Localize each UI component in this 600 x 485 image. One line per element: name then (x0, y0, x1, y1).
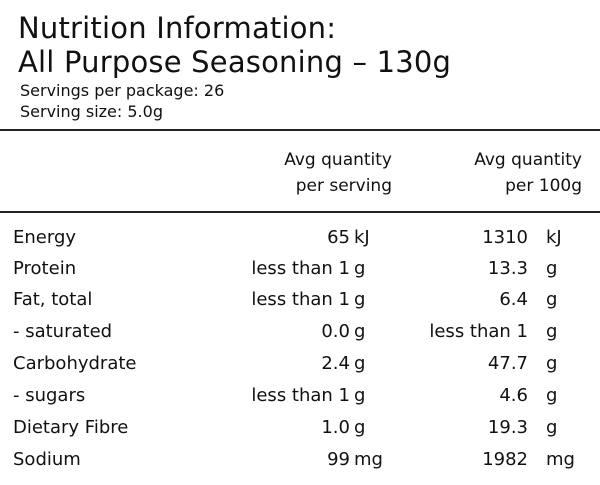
per-serving-unit: g (354, 289, 366, 310)
nutrient-row-fat-total: Fat, total less than 1 g 6.4 g (0, 284, 600, 316)
nutrient-row-carbohydrate: Carbohydrate 2.4 g 47.7 g (0, 348, 600, 380)
serving-size: Serving size: 5.0g (20, 102, 163, 121)
nutrient-name: Energy (13, 227, 77, 248)
per-100g-value: 19.3 (487, 417, 528, 438)
per-serving-value: 2.4 (321, 353, 350, 374)
nutrient-row-sugars: - sugars less than 1 g 4.6 g (0, 380, 600, 412)
header-per-serving-line2: per serving (295, 176, 392, 196)
per-serving-value: 65 (327, 227, 350, 248)
nutrient-name: - sugars (13, 385, 86, 406)
per-100g-value: 13.3 (487, 258, 528, 279)
panel-title: Nutrition Information: (18, 11, 337, 45)
nutrient-row-protein: Protein less than 1 g 13.3 g (0, 253, 600, 285)
per-serving-unit: g (354, 321, 366, 342)
nutrient-name: Protein (13, 258, 77, 279)
nutrient-row-dietary-fibre: Dietary Fibre 1.0 g 19.3 g (0, 412, 600, 444)
header-per-100g: Avg quantity per 100g (474, 147, 582, 199)
per-serving-value: 99 (327, 449, 350, 470)
per-serving-value: less than 1 (251, 385, 350, 406)
per-serving-unit: kJ (354, 227, 370, 248)
per-serving-unit: g (354, 385, 366, 406)
header-divider (0, 211, 600, 213)
per-serving-value: 1.0 (321, 417, 350, 438)
nutrient-row-energy: Energy 65 kJ 1310 kJ (0, 222, 600, 254)
per-serving-unit: g (354, 417, 366, 438)
per-100g-value: 6.4 (499, 289, 528, 310)
per-100g-value: 1982 (482, 449, 528, 470)
per-100g-value: less than 1 (429, 321, 528, 342)
header-per-serving-line1: Avg quantity (284, 150, 392, 170)
per-100g-unit: g (546, 258, 558, 279)
per-100g-unit: g (546, 289, 558, 310)
per-100g-unit: g (546, 353, 558, 374)
nutrient-name: Sodium (13, 449, 81, 470)
nutrient-name: Carbohydrate (13, 353, 137, 374)
per-serving-value: 0.0 (321, 321, 350, 342)
header-per-100g-line1: Avg quantity (474, 150, 582, 170)
per-serving-value: less than 1 (251, 258, 350, 279)
header-per-100g-line2: per 100g (505, 176, 582, 196)
per-100g-unit: mg (546, 449, 575, 470)
nutrient-row-saturated: - saturated 0.0 g less than 1 g (0, 316, 600, 348)
per-100g-unit: g (546, 417, 558, 438)
header-per-serving: Avg quantity per serving (284, 147, 392, 199)
top-divider (0, 129, 600, 131)
per-100g-unit: g (546, 321, 558, 342)
product-name: All Purpose Seasoning – 130g (18, 45, 452, 79)
per-100g-value: 4.6 (499, 385, 528, 406)
nutrient-name: - saturated (13, 321, 113, 342)
per-100g-value: 1310 (482, 227, 528, 248)
nutrient-name: Fat, total (13, 289, 93, 310)
per-serving-unit: g (354, 353, 366, 374)
servings-per-package: Servings per package: 26 (20, 81, 225, 100)
nutrient-name: Dietary Fibre (13, 417, 129, 438)
per-100g-value: 47.7 (487, 353, 528, 374)
per-serving-unit: mg (354, 449, 383, 470)
per-serving-unit: g (354, 258, 366, 279)
per-serving-value: less than 1 (251, 289, 350, 310)
nutrient-row-sodium: Sodium 99 mg 1982 mg (0, 444, 600, 476)
per-100g-unit: kJ (546, 227, 562, 248)
per-100g-unit: g (546, 385, 558, 406)
